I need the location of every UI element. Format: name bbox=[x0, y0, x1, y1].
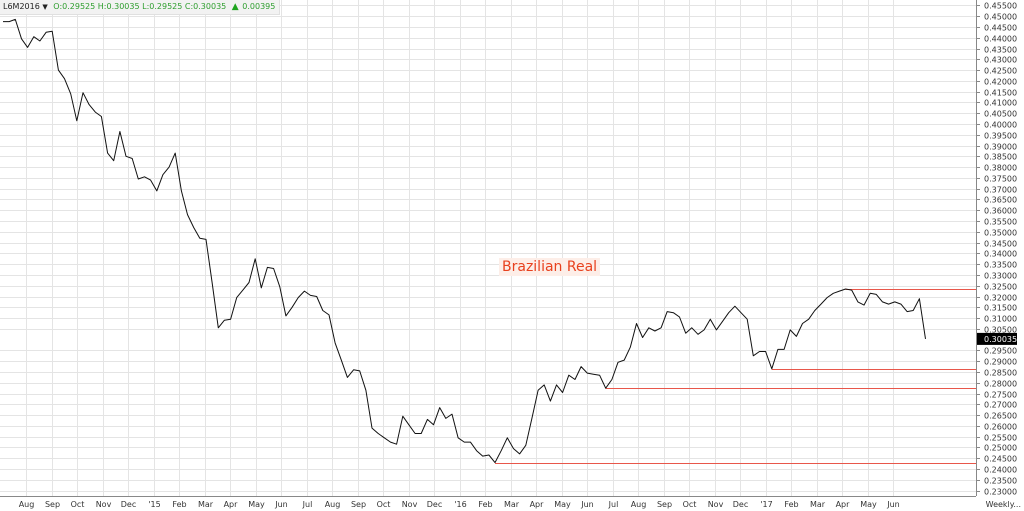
y-tick-label: 0.36000 bbox=[984, 207, 1017, 216]
x-tick-label: Apr bbox=[530, 500, 545, 509]
y-tick-label: 0.23000 bbox=[984, 488, 1017, 497]
y-tick-label: 0.45000 bbox=[984, 13, 1017, 22]
y-tick-label: 0.36500 bbox=[984, 196, 1017, 205]
y-tick-label: 0.31500 bbox=[984, 304, 1017, 313]
x-tick-label: Aug bbox=[19, 500, 35, 509]
up-triangle-icon: ▲ bbox=[232, 2, 239, 12]
y-tick-label: 0.40000 bbox=[984, 121, 1017, 130]
y-tick-label: 0.44000 bbox=[984, 35, 1017, 44]
x-tick-label: Oct bbox=[71, 500, 85, 509]
y-tick-label: 0.27500 bbox=[984, 391, 1017, 400]
y-tick-label: 0.32000 bbox=[984, 294, 1017, 303]
last-price-label: 0.30035 bbox=[984, 335, 1017, 344]
y-tick-label: 0.42000 bbox=[984, 78, 1017, 87]
caret-down-icon[interactable]: ▼ bbox=[42, 3, 47, 11]
y-tick-label: 0.34000 bbox=[984, 250, 1017, 259]
x-tick-label: Oct bbox=[683, 500, 697, 509]
ohlc-values: O:0.29525 H:0.30035 L:0.29525 C:0.30035 bbox=[53, 2, 226, 11]
x-tick-label: Mar bbox=[810, 500, 826, 509]
y-tick-label: 0.31000 bbox=[984, 315, 1017, 324]
y-tick-label: 0.40500 bbox=[984, 110, 1017, 119]
y-tick-label: 0.34500 bbox=[984, 240, 1017, 249]
price-line bbox=[3, 19, 926, 462]
x-tick-label: Jun bbox=[580, 500, 594, 509]
x-tick-label: Jun bbox=[886, 500, 900, 509]
y-tick-label: 0.41000 bbox=[984, 99, 1017, 108]
x-tick-label: Sep bbox=[45, 500, 60, 509]
y-tick-label: 0.42500 bbox=[984, 67, 1017, 76]
y-tick-label: 0.43500 bbox=[984, 46, 1017, 55]
symbol-header: L6M2016 ▼ O:0.29525 H:0.30035 L:0.29525 … bbox=[0, 0, 280, 15]
price-change: 0.00395 bbox=[242, 2, 275, 11]
y-tick-label: 0.23500 bbox=[984, 477, 1017, 486]
x-tick-label: Mar bbox=[198, 500, 214, 509]
x-tick-label: Feb bbox=[172, 500, 186, 509]
chart-annotation: Brazilian Real bbox=[499, 258, 600, 276]
y-tick-label: 0.35000 bbox=[984, 229, 1017, 238]
x-tick-label: Aug bbox=[325, 500, 341, 509]
y-tick-label: 0.33500 bbox=[984, 261, 1017, 270]
y-tick-label: 0.25000 bbox=[984, 444, 1017, 453]
x-tick-label: Apr bbox=[836, 500, 851, 509]
y-tick-label: 0.37500 bbox=[984, 175, 1017, 184]
x-tick-label: Dec bbox=[733, 500, 748, 509]
x-tick-label: '15 bbox=[148, 500, 160, 509]
y-tick-label: 0.38000 bbox=[984, 164, 1017, 173]
y-tick-label: 0.37000 bbox=[984, 186, 1017, 195]
x-tick-label: May bbox=[554, 500, 571, 509]
y-tick-label: 0.33000 bbox=[984, 272, 1017, 281]
y-tick-label: 0.35500 bbox=[984, 218, 1017, 227]
y-tick-label: 0.32500 bbox=[984, 283, 1017, 292]
price-series bbox=[3, 19, 926, 462]
y-tick-label: 0.24500 bbox=[984, 455, 1017, 464]
y-tick-label: 0.44500 bbox=[984, 24, 1017, 33]
x-tick-label: Feb bbox=[478, 500, 492, 509]
y-tick-label: 0.29500 bbox=[984, 347, 1017, 356]
symbol-label[interactable]: L6M2016 bbox=[3, 2, 40, 11]
y-tick-label: 0.45500 bbox=[984, 2, 1017, 11]
y-tick-label: 0.41500 bbox=[984, 89, 1017, 98]
y-tick-label: 0.39500 bbox=[984, 132, 1017, 141]
x-tick-label: Sep bbox=[657, 500, 672, 509]
x-tick-label: Dec bbox=[121, 500, 136, 509]
x-tick-label: Jul bbox=[302, 500, 313, 509]
x-tick-label: Dec bbox=[427, 500, 442, 509]
y-tick-label: 0.27000 bbox=[984, 401, 1017, 410]
x-tick-label: Apr bbox=[224, 500, 239, 509]
x-tick-label: Nov bbox=[402, 500, 418, 509]
x-tick-label: May bbox=[248, 500, 265, 509]
x-tick-label: Nov bbox=[96, 500, 112, 509]
y-tick-label: 0.38500 bbox=[984, 153, 1017, 162]
x-tick-label: '17 bbox=[760, 500, 772, 509]
x-tick-label: Sep bbox=[351, 500, 366, 509]
y-tick-label: 0.28000 bbox=[984, 380, 1017, 389]
y-tick-label: 0.25500 bbox=[984, 434, 1017, 443]
y-tick-label: 0.26500 bbox=[984, 412, 1017, 421]
x-tick-label: May bbox=[860, 500, 877, 509]
y-tick-label: 0.29000 bbox=[984, 358, 1017, 367]
y-tick-label: 0.43000 bbox=[984, 56, 1017, 65]
y-tick-label: 0.24000 bbox=[984, 466, 1017, 475]
x-tick-label: Mar bbox=[504, 500, 520, 509]
interval-selector[interactable]: Weekly... bbox=[986, 500, 1021, 509]
y-tick-label: 0.28500 bbox=[984, 369, 1017, 378]
chart-grid bbox=[0, 0, 976, 496]
x-tick-label: '16 bbox=[454, 500, 466, 509]
x-tick-label: Aug bbox=[631, 500, 647, 509]
y-tick-label: 0.39000 bbox=[984, 143, 1017, 152]
x-tick-label: Jul bbox=[608, 500, 619, 509]
x-tick-label: Oct bbox=[377, 500, 391, 509]
x-tick-label: Feb bbox=[784, 500, 798, 509]
x-tick-label: Jun bbox=[274, 500, 288, 509]
y-tick-label: 0.26000 bbox=[984, 423, 1017, 432]
x-tick-label: Nov bbox=[708, 500, 724, 509]
